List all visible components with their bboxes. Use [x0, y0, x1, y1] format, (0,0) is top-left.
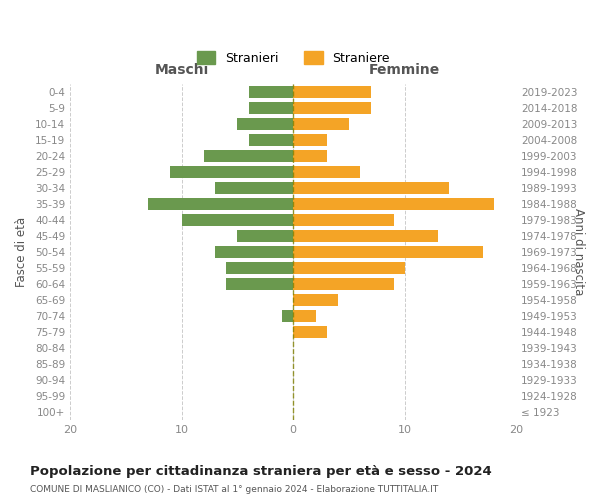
Bar — [293, 214, 394, 226]
Bar — [226, 278, 293, 290]
Bar — [148, 198, 293, 210]
Bar — [293, 230, 439, 242]
Bar — [293, 118, 349, 130]
Bar — [293, 102, 371, 114]
Text: Femmine: Femmine — [369, 64, 440, 78]
Bar — [238, 118, 293, 130]
Legend: Stranieri, Straniere: Stranieri, Straniere — [191, 46, 395, 70]
Y-axis label: Anni di nascita: Anni di nascita — [572, 208, 585, 296]
Bar — [182, 214, 293, 226]
Bar — [293, 246, 483, 258]
Bar — [293, 182, 449, 194]
Text: COMUNE DI MASLIANICO (CO) - Dati ISTAT al 1° gennaio 2024 - Elaborazione TUTTITA: COMUNE DI MASLIANICO (CO) - Dati ISTAT a… — [30, 485, 438, 494]
Bar — [248, 86, 293, 98]
Bar — [293, 262, 405, 274]
Bar — [293, 134, 327, 146]
Bar — [293, 294, 338, 306]
Bar — [293, 310, 316, 322]
Text: Popolazione per cittadinanza straniera per età e sesso - 2024: Popolazione per cittadinanza straniera p… — [30, 465, 492, 478]
Bar — [204, 150, 293, 162]
Text: Maschi: Maschi — [155, 64, 209, 78]
Bar — [215, 246, 293, 258]
Bar — [293, 326, 327, 338]
Bar — [226, 262, 293, 274]
Bar — [248, 134, 293, 146]
Bar — [293, 86, 371, 98]
Bar — [238, 230, 293, 242]
Bar — [248, 102, 293, 114]
Bar — [215, 182, 293, 194]
Bar — [293, 150, 327, 162]
Bar — [293, 198, 494, 210]
Bar — [170, 166, 293, 178]
Bar — [282, 310, 293, 322]
Bar — [293, 166, 360, 178]
Bar — [293, 278, 394, 290]
Y-axis label: Fasce di età: Fasce di età — [15, 217, 28, 287]
